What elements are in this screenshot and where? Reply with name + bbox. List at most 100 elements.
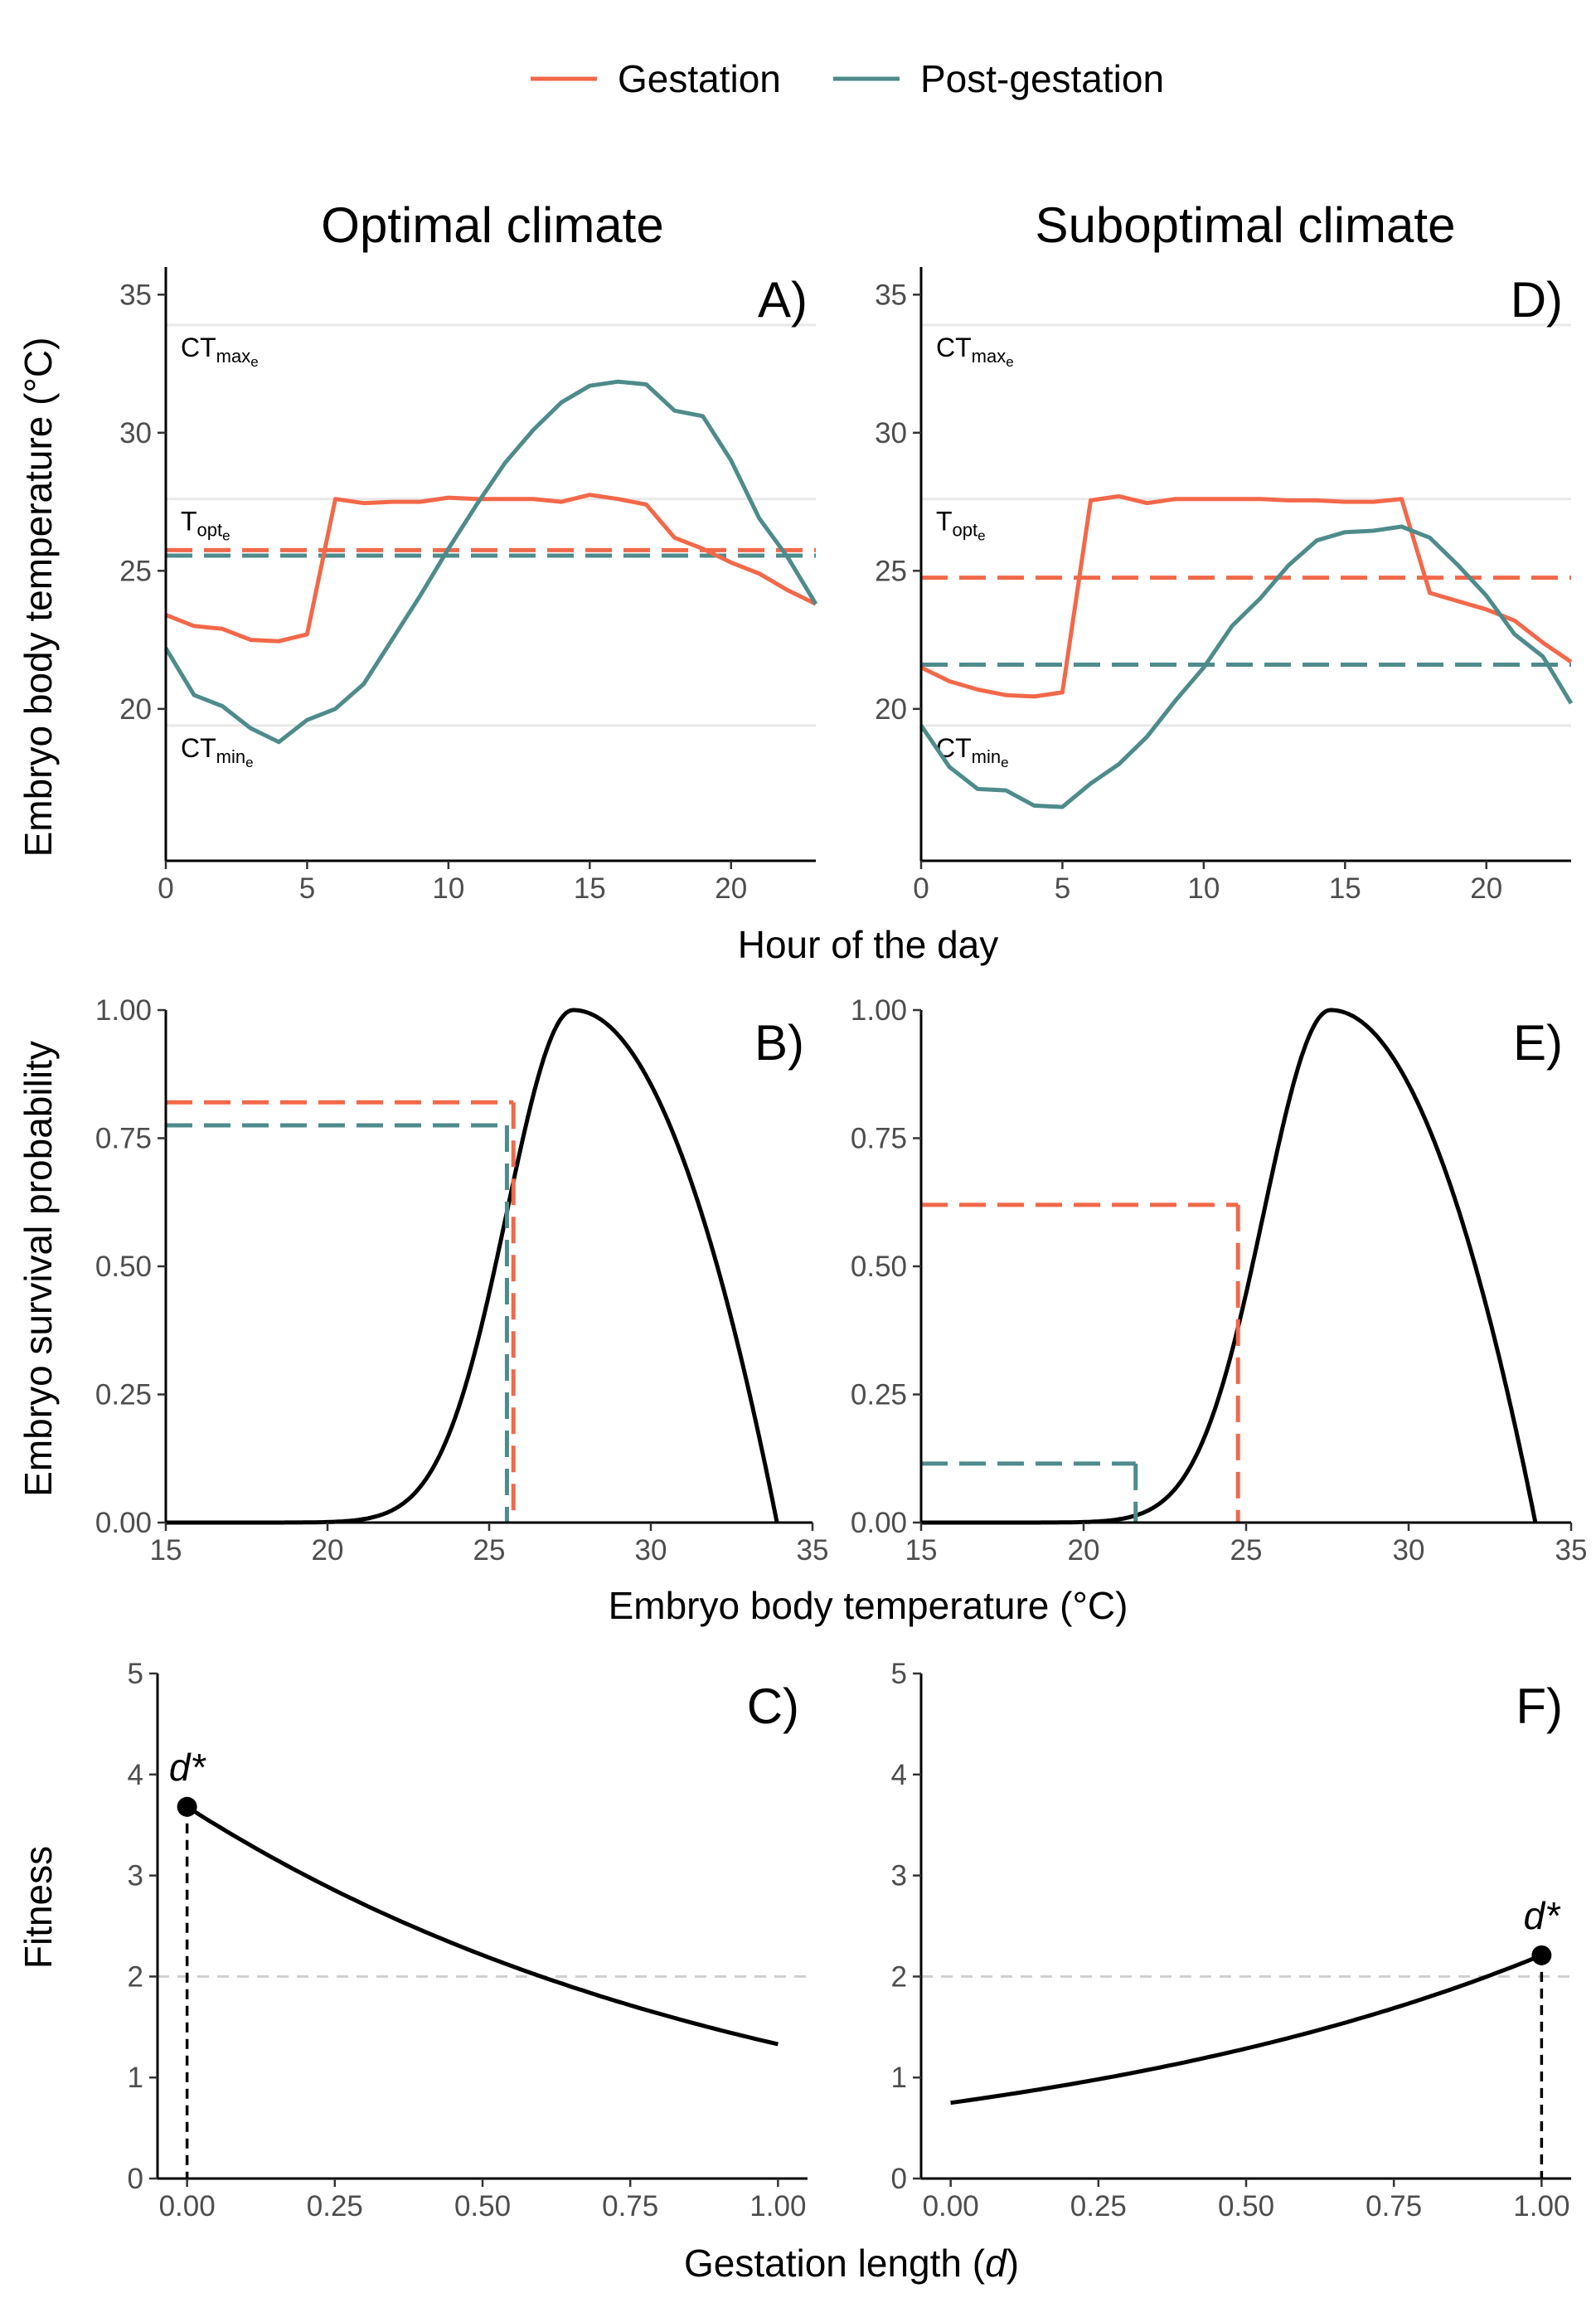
y-tick-label: 20: [119, 693, 152, 726]
x-tick-label: 10: [432, 872, 464, 905]
y-tick-label: 35: [875, 279, 907, 311]
x-axis-title-gestation-end: ): [1007, 2242, 1019, 2285]
ref-label-ctmax: CTmaxe: [936, 333, 1014, 370]
y-tick-label: 0.25: [95, 1379, 152, 1411]
x-tick-label: 0.00: [159, 2190, 216, 2222]
panel-e-survival-suboptimal: 15 20 25 30 35 0.00 0.25 0.50 0.75 1.00 E): [851, 994, 1588, 1567]
y-tick-label: 3: [128, 1860, 143, 1892]
y-tick-label: 1.00: [95, 994, 152, 1027]
x-tick-label: 35: [1555, 1534, 1588, 1567]
fitness-curve: [950, 1953, 1543, 2106]
y-axis-title-survival: Embryo survival probability: [17, 1041, 60, 1497]
x-tick-label: 25: [473, 1534, 506, 1567]
panel-c-fitness-optimal: d* 0.00 0.25 0.50 0.75 1.00 0 1 2 3 4 5 C): [128, 1658, 808, 2222]
y-tick-label: 2: [891, 1960, 907, 1993]
y-tick-label: 0.00: [851, 1507, 907, 1539]
y-axis-title-temperature: Embryo body temperature (°C): [17, 338, 60, 857]
y-tick-label: 4: [128, 1759, 143, 1791]
y-tick-label: 20: [875, 693, 907, 726]
x-tick-label: 0.00: [923, 2190, 979, 2222]
y-tick-label: 0: [128, 2163, 143, 2195]
x-axis-title-gestation-length: Gestation length (d): [684, 2242, 1019, 2285]
x-tick-label: 1.00: [1513, 2190, 1569, 2222]
panel-a-temperature-optimal: CTmaxe Topte CTmine 0 5 10 15 20 20 25 30 35 A): [119, 267, 818, 905]
x-tick-label: 0.75: [602, 2190, 658, 2222]
optimum-point: [1531, 1945, 1552, 1965]
panel-b-survival-optimal: 15 20 25 30 35 0.00 0.25 0.50 0.75 1.00 B): [95, 994, 829, 1567]
x-tick-label: 0.50: [1218, 2190, 1274, 2222]
legend-label-gestation: Gestation: [618, 57, 781, 100]
y-tick-label: 5: [891, 1658, 907, 1690]
x-tick-label: 0: [913, 872, 929, 905]
y-tick-label: 0.25: [851, 1379, 907, 1411]
y-tick-label: 30: [875, 417, 907, 449]
panel-tag: B): [754, 1015, 804, 1071]
ref-label-ctmin: CTmine: [181, 733, 254, 770]
x-tick-label: 20: [1068, 1534, 1100, 1567]
x-tick-label: 5: [1055, 872, 1070, 905]
x-tick-label: 10: [1187, 872, 1220, 905]
x-axis-title-embryo-temperature: Embryo body temperature (°C): [609, 1584, 1128, 1627]
series-line-gestation: [165, 493, 817, 644]
x-tick-label: 20: [1470, 872, 1502, 905]
fitness-curve: [186, 1805, 779, 2047]
x-tick-label: 15: [1329, 872, 1361, 905]
x-tick-label: 0.25: [307, 2190, 363, 2222]
y-tick-label: 30: [119, 417, 152, 449]
survival-curve: [166, 1008, 779, 1525]
x-tick-label: 30: [635, 1534, 667, 1567]
y-tick-label: 0.50: [95, 1251, 152, 1283]
column-title-optimal: Optimal climate: [321, 197, 663, 253]
x-tick-label: 15: [574, 872, 606, 905]
ref-label-topt: Topte: [936, 507, 986, 544]
ref-label-ctmax: CTmaxe: [181, 333, 259, 370]
x-axis-title-gestation-var: d: [985, 2242, 1007, 2285]
panel-tag: A): [758, 272, 808, 328]
x-axis-title-gestation-main: Gestation length (: [684, 2242, 986, 2285]
x-tick-label: 0.75: [1366, 2190, 1422, 2222]
x-tick-label: 20: [715, 872, 747, 905]
x-tick-label: 0.50: [454, 2190, 511, 2222]
x-tick-label: 30: [1393, 1534, 1425, 1567]
y-tick-label: 0: [891, 2163, 907, 2195]
y-tick-label: 1: [128, 2062, 143, 2094]
legend-label-post-gestation: Post-gestation: [920, 57, 1164, 100]
x-tick-label: 25: [1230, 1534, 1263, 1567]
ref-label-topt: Topte: [181, 507, 230, 544]
y-tick-label: 1.00: [851, 994, 907, 1027]
panel-tag: D): [1511, 272, 1563, 328]
x-tick-label: 0.25: [1070, 2190, 1127, 2222]
column-title-suboptimal: Suboptimal climate: [1036, 197, 1456, 253]
x-tick-label: 20: [312, 1534, 344, 1567]
optimum-label: d*: [169, 1746, 207, 1789]
series-line-post-gestation: [919, 524, 1574, 809]
y-tick-label: 5: [128, 1658, 143, 1690]
y-tick-label: 35: [119, 279, 152, 311]
y-tick-label: 3: [891, 1860, 907, 1892]
optimum-label: d*: [1524, 1894, 1562, 1937]
y-tick-label: 0.50: [851, 1251, 907, 1283]
panel-tag: C): [747, 1678, 799, 1734]
x-tick-label: 35: [797, 1534, 829, 1567]
y-tick-label: 25: [119, 555, 152, 587]
panel-f-fitness-suboptimal: d* 0.00 0.25 0.50 0.75 1.00 0 1 2 3 4 5 F): [891, 1658, 1571, 2222]
x-tick-label: 0: [158, 872, 173, 905]
panel-tag: E): [1513, 1015, 1563, 1071]
x-tick-label: 15: [150, 1534, 182, 1567]
y-tick-label: 2: [128, 1960, 143, 1993]
y-axis-title-fitness: Fitness: [17, 1846, 60, 1969]
x-tick-label: 5: [299, 872, 315, 905]
y-tick-label: 0.00: [95, 1507, 152, 1539]
x-tick-label: 15: [905, 1534, 938, 1567]
series-line-post-gestation: [163, 379, 818, 745]
optimum-point: [177, 1796, 197, 1817]
y-tick-label: 4: [891, 1759, 907, 1791]
survival-curve: [921, 1008, 1538, 1525]
y-tick-label: 0.75: [851, 1123, 907, 1155]
y-tick-label: 0.75: [95, 1123, 152, 1155]
y-tick-label: 25: [875, 555, 907, 587]
panel-tag: F): [1516, 1678, 1563, 1734]
series-line-gestation: [919, 493, 1573, 699]
